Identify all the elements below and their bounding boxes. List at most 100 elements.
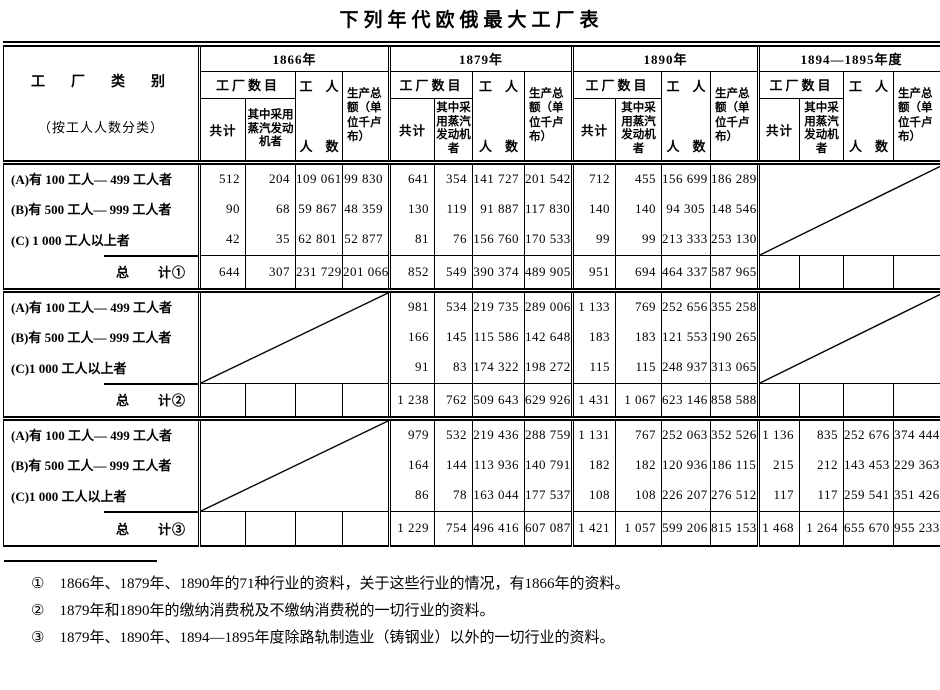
total-cell: 489 905	[524, 254, 573, 290]
empty-total-cell	[341, 510, 390, 546]
data-cell: 215	[757, 449, 800, 480]
table-row: (C) 1 000 工人以上者 42 35 62 801 52 877 81 76 156 7…	[4, 224, 940, 255]
total-cell: 852	[388, 254, 435, 290]
factory-table: 工 厂 类 别 （按工人人数分类） 1866年 1879年 1890年 1894…	[3, 41, 940, 547]
data-cell: 354	[434, 162, 473, 193]
table-row: (A)有 100 工人— 499 工人者 981 534 219 735 289 006…	[4, 290, 940, 383]
data-cell: 48 359	[341, 193, 390, 224]
total-cell: 496 416	[472, 510, 525, 546]
row-label: (C)1 000 工人以上者	[11, 361, 127, 376]
data-cell: 226 207	[661, 480, 711, 511]
workers-header: 工 人人 数	[843, 71, 894, 162]
data-cell: 121 553	[661, 321, 711, 352]
total-cell: 694	[615, 254, 662, 290]
data-cell: 1 136	[757, 418, 800, 449]
table-row: (A)有 100 工人— 499 工人者 979 532 219 436 288 759…	[4, 418, 940, 511]
data-cell: 99	[571, 224, 616, 255]
data-cell: 140	[571, 193, 616, 224]
total-cell: 549	[434, 254, 473, 290]
data-cell: 835	[799, 418, 844, 449]
data-cell: 252 063	[661, 418, 711, 449]
data-cell: 156 699	[661, 162, 711, 193]
data-cell: 174 322	[472, 352, 525, 383]
year-header-row: 工 厂 类 别 （按工人人数分类） 1866年 1879年 1890年 1894…	[4, 44, 940, 135]
empty-total-cell	[198, 382, 246, 418]
total-cell: 951	[571, 254, 616, 290]
diagonal-line	[201, 421, 388, 511]
workers-header-text: 工 人人 数	[297, 72, 343, 160]
workers-header-text: 工 人人 数	[474, 72, 525, 160]
total-label: 总 计③	[4, 511, 200, 546]
data-cell: 712	[571, 162, 616, 193]
data-cell: 35	[245, 224, 296, 255]
data-cell: 177 537	[524, 480, 573, 511]
data-cell: 201 542	[524, 162, 573, 193]
diagonal-line	[201, 293, 388, 383]
table-row: (A)有 100 工人— 499 工人者 512 204 109 061 99 830 6…	[4, 162, 940, 255]
data-cell: 374 444	[893, 418, 940, 449]
empty-total-cell	[245, 510, 296, 546]
footnote-2: ② 1879年和1890年的缴纳消费税及不缴纳消费税的一切行业的资料。	[31, 598, 940, 625]
data-cell: 143 453	[843, 449, 894, 480]
data-cell: 248 937	[661, 352, 711, 383]
data-cell: 252 676	[843, 418, 894, 449]
total-label: 总 计①	[4, 255, 200, 290]
data-cell: 213 333	[661, 224, 711, 255]
factory-total-header: 共计	[388, 98, 435, 162]
factory-total-header: 共计	[198, 98, 246, 162]
factory-count-header: 工厂数目	[198, 71, 296, 100]
footnote-3-mark: ③	[31, 630, 45, 646]
workers-header: 工 人人 数	[472, 71, 525, 162]
data-cell: 117	[757, 480, 800, 511]
factory-count-header: 工厂数目	[388, 71, 473, 100]
total-cell: 231 729	[295, 254, 343, 290]
data-cell: 767	[615, 418, 662, 449]
data-cell: 52 877	[341, 224, 390, 255]
total-cell: 587 965	[710, 254, 759, 290]
total-cell: 1 238	[388, 382, 435, 418]
data-cell: 141 727	[472, 162, 525, 193]
data-cell: 641	[388, 162, 435, 193]
empty-total-cell	[757, 382, 800, 418]
total-cell: 1 067	[615, 382, 662, 418]
table-block-1: (A)有 100 工人— 499 工人者 512 204 109 061 99 830 6…	[3, 162, 940, 290]
year-header-1866: 1866年	[197, 44, 390, 72]
data-cell: 115	[615, 352, 662, 383]
empty-cell-group	[757, 290, 940, 383]
total-cell: 390 374	[472, 254, 525, 290]
row-label: (B)有 500 工人— 999 工人者	[11, 458, 172, 473]
total-cell: 955 233	[893, 510, 940, 546]
factory-steam-header: 其中采用蒸汽发动机者	[799, 98, 844, 162]
factory-count-header: 工厂数目	[571, 71, 662, 100]
data-cell: 253 130	[710, 224, 759, 255]
data-cell: 86	[388, 480, 435, 511]
workers-label-top: 工 人	[299, 78, 339, 94]
factory-steam-header: 其中采用蒸汽发动机者	[615, 98, 662, 162]
data-cell: 108	[615, 480, 662, 511]
total-cell: 655 670	[843, 510, 894, 546]
data-cell: 115	[571, 352, 616, 383]
row-label: (A)有 100 工人— 499 工人者	[11, 172, 173, 188]
data-cell: 219 735	[472, 290, 525, 321]
year-header-1894-1895: 1894—1895年度	[757, 44, 940, 72]
workers-header-text: 工 人人 数	[845, 72, 894, 160]
total-cell: 1 057	[615, 510, 662, 546]
class-column-header: 工 厂 类 别 （按工人人数分类）	[4, 44, 200, 162]
total-row: 总 计③ 1 229 754 496 416 607 087 1 421 1 057 599 …	[4, 510, 940, 546]
empty-total-cell	[843, 254, 894, 290]
total-cell: 599 206	[661, 510, 711, 546]
total-cell: 607 087	[524, 510, 573, 546]
data-cell: 512	[198, 162, 246, 193]
empty-total-cell	[198, 510, 246, 546]
data-cell: 313 065	[710, 352, 759, 383]
data-cell: 352 526	[710, 418, 759, 449]
data-cell: 769	[615, 290, 662, 321]
empty-total-cell	[799, 382, 844, 418]
data-cell: 288 759	[524, 418, 573, 449]
production-header: 生产总额（单位千卢布）	[893, 71, 940, 162]
data-cell: 170 533	[524, 224, 573, 255]
data-cell: 182	[615, 449, 662, 480]
factory-steam-header: 其中采用蒸汽发动机者	[434, 98, 473, 162]
empty-total-cell	[843, 382, 894, 418]
data-cell: 108	[571, 480, 616, 511]
